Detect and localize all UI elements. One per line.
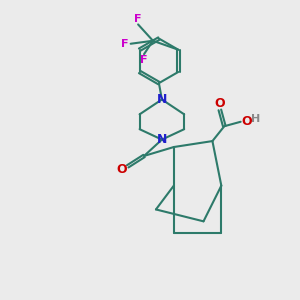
Text: N: N <box>157 93 167 106</box>
Text: F: F <box>134 14 142 24</box>
Text: F: F <box>121 39 128 49</box>
Text: F: F <box>140 55 148 65</box>
Text: O: O <box>214 98 225 110</box>
Text: O: O <box>116 163 127 176</box>
Text: O: O <box>241 115 252 128</box>
Text: N: N <box>157 133 167 146</box>
Text: H: H <box>251 114 261 124</box>
